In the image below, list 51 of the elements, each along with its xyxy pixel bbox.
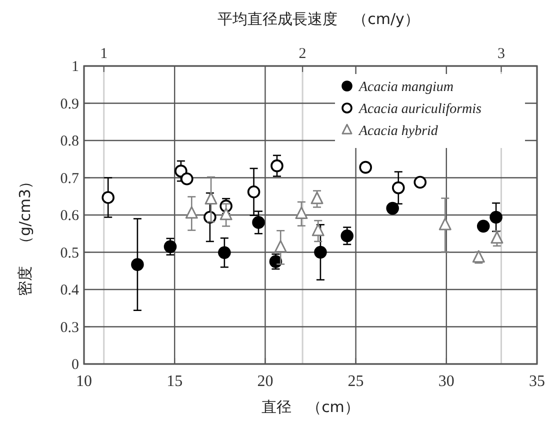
point xyxy=(392,181,405,194)
y-tick-label: 0 xyxy=(72,357,79,373)
x-tick-label: 10 xyxy=(76,373,92,390)
point xyxy=(490,210,502,224)
point xyxy=(131,258,144,271)
point xyxy=(340,229,354,242)
point xyxy=(204,192,218,205)
y-tick-label: 0.7 xyxy=(60,170,80,187)
point xyxy=(185,206,198,219)
point xyxy=(247,186,260,198)
point xyxy=(476,220,490,233)
point xyxy=(220,208,232,220)
point xyxy=(438,218,452,230)
x-tick-label: 35 xyxy=(529,373,545,390)
x-tick-label: 20 xyxy=(257,373,274,390)
legend-label: Acacia auriculiformis xyxy=(358,102,482,117)
point xyxy=(414,176,427,189)
y-tick-label: 0.3 xyxy=(60,320,79,336)
x-tick-label: 25 xyxy=(348,373,364,390)
x2-tick-label: 2 xyxy=(298,46,306,62)
point xyxy=(174,164,188,178)
x2-axis-title: 平均直径成長速度 （cm/y） xyxy=(218,10,420,28)
x2-tick-label: 3 xyxy=(497,46,505,62)
legend-label: Acacia mangium xyxy=(358,80,454,95)
point xyxy=(218,246,231,260)
y-tick-label: 0.4 xyxy=(60,282,80,298)
point xyxy=(314,246,327,259)
point xyxy=(164,240,177,254)
y-tick-label: 0.9 xyxy=(60,96,79,112)
point xyxy=(252,216,265,229)
point xyxy=(310,192,324,204)
legend-label: Acacia hybrid xyxy=(358,124,439,139)
point xyxy=(472,250,485,263)
x-axis-title: 直径 （cm） xyxy=(262,398,360,416)
x-tick-label: 30 xyxy=(438,373,454,390)
point xyxy=(270,159,284,172)
point xyxy=(359,160,372,174)
point xyxy=(180,172,194,186)
point xyxy=(102,191,114,204)
x2-tick-label: 1 xyxy=(100,46,108,62)
y-tick-label: 0.8 xyxy=(60,134,79,150)
point xyxy=(274,240,287,253)
point xyxy=(312,224,324,236)
x-tick-label: 15 xyxy=(166,373,183,390)
y-tick-label: 0.6 xyxy=(60,208,80,224)
point xyxy=(295,206,308,220)
point xyxy=(386,202,399,215)
y-tick-label: 0.5 xyxy=(60,245,79,262)
y-tick-label: 1 xyxy=(72,59,79,75)
point xyxy=(490,231,504,244)
y-axis-title: 密度 （g/cm3） xyxy=(16,174,34,296)
